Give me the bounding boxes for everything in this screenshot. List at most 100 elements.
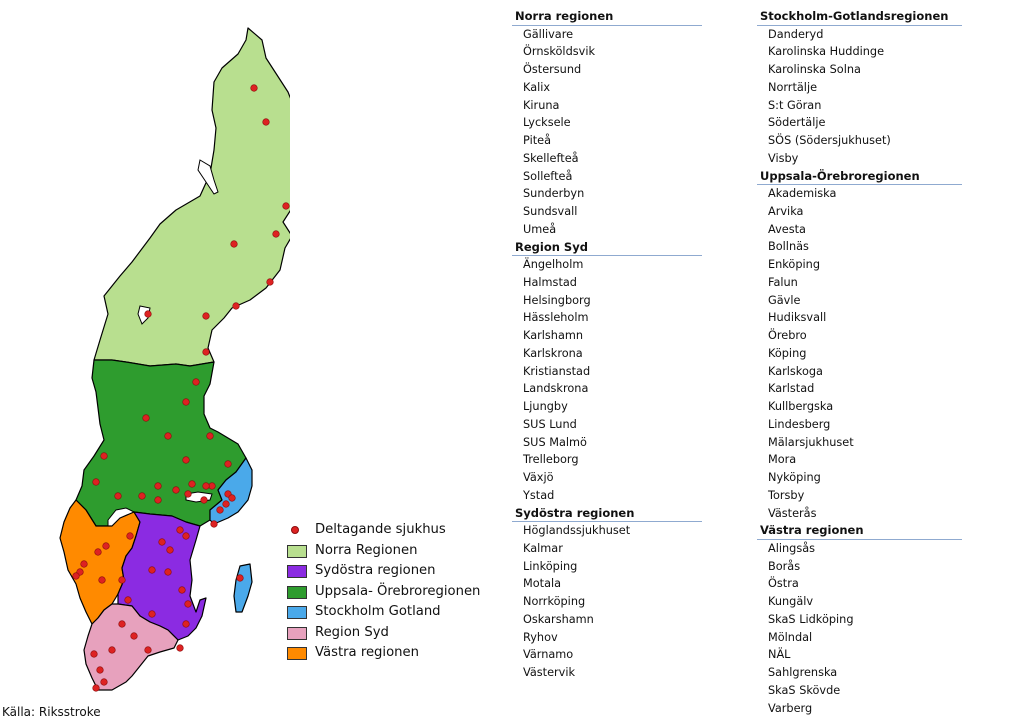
hospital-list-item: Ängelholm [523, 258, 584, 271]
hospital-dot [98, 576, 106, 584]
hospital-list-item: Umeå [523, 222, 557, 236]
hospital-list-item: Motala [523, 577, 562, 591]
legend-label: Deltagande sjukhus [315, 522, 446, 537]
hospital-list-item: Hässleholm [523, 311, 589, 325]
hospital-dot [200, 496, 208, 504]
hospital-dot-icon [291, 526, 299, 534]
hospital-dot [176, 644, 184, 652]
hospital-dot [228, 494, 236, 502]
hospital-list-item: Skellefteå [523, 151, 579, 165]
hospital-list-item: Kalix [523, 80, 551, 94]
hospital-list-item: Sollefteå [523, 169, 573, 183]
hospital-list-item: Södertälje [768, 116, 826, 130]
legend-swatch [287, 565, 307, 578]
region-header: Region Syd [512, 239, 702, 256]
hospital-dot [184, 600, 192, 608]
hospital-dot [166, 546, 174, 554]
hospital-list-item: Karolinska Huddinge [768, 45, 885, 59]
region-header: Norra regionen [512, 8, 702, 26]
hospital-list-item: SUS Lund [523, 417, 577, 431]
hospital-list-item: Alingsås [768, 541, 816, 555]
legend-label: Sydöstra regionen [315, 563, 436, 578]
hospital-list-item: Norrtälje [768, 80, 818, 94]
hospital-list-item: Arvika [768, 204, 804, 218]
hospital-dot [154, 482, 162, 490]
hospital-list-item: Enköping [768, 258, 820, 271]
hospital-list-item: Borås [768, 559, 801, 573]
region-header: Uppsala-Örebroregionen [757, 168, 962, 185]
hospital-list-item: Trelleborg [523, 453, 579, 467]
hospital-dot [148, 610, 156, 618]
hospital-dot [164, 568, 172, 576]
hospital-list-item: Gävle [768, 293, 801, 307]
hospital-list-item: Piteå [523, 134, 552, 147]
lake-norra [197, 159, 219, 195]
hospital-dot [148, 566, 156, 574]
hospital-dot [182, 532, 190, 540]
hospital-dot [208, 482, 216, 490]
hospital-list-item: Akademiska [768, 187, 837, 200]
hospital-dot [130, 632, 138, 640]
hospital-list-item: Kungälv [768, 595, 814, 608]
hospital-list-item: Bollnäs [768, 240, 809, 254]
hospital-list-item: Kiruna [523, 98, 560, 112]
hospital-list-item: SÖS (Södersjukhuset) [768, 134, 891, 147]
region-norra [93, 27, 290, 367]
hospital-list-item: SUS Malmö [523, 435, 587, 449]
hospital-list-item: Östra [768, 577, 799, 591]
hospital-list-item: Landskrona [523, 382, 589, 396]
hospital-list-item: Karlshamn [523, 329, 584, 342]
hospital-dot [272, 230, 280, 238]
hospital-dot [182, 398, 190, 406]
hospital-dot [266, 278, 274, 286]
hospital-list-item: Oskarshamn [523, 612, 594, 626]
region-sydostra [117, 511, 207, 641]
legend-swatch [287, 585, 307, 599]
hospital-list-item: Karlstad [768, 382, 815, 396]
hospital-list-item: Falun [768, 275, 798, 289]
hospital-list-item: S:t Göran [768, 98, 822, 112]
region-header: Västra regionen [757, 522, 962, 540]
hospital-dot [80, 560, 88, 568]
hospital-dot [100, 452, 108, 460]
hospital-dot [230, 240, 238, 248]
legend-label: Västra regionen [315, 645, 419, 660]
hospital-dot [202, 312, 210, 320]
hospital-dot [92, 684, 100, 692]
region-gotland [233, 563, 253, 613]
hospital-list-item: Kalmar [523, 541, 563, 555]
hospital-dot [138, 492, 146, 500]
hospital-list-item: Torsby [768, 488, 805, 502]
hospital-list-item: Sahlgrenska [768, 666, 838, 679]
hospital-list-item: Kullbergska [768, 400, 834, 413]
hospital-list-item: Varberg [768, 701, 813, 715]
hospital-list-item: Norrköping [523, 595, 586, 608]
hospital-dot [202, 482, 210, 490]
hospital-list-item: Mälarsjukhuset [768, 435, 854, 449]
hospital-dot [172, 486, 180, 494]
hospital-list-item: Mölndal [768, 630, 813, 644]
hospital-dot [182, 620, 190, 628]
hospital-list-item: Västervik [523, 666, 576, 679]
region-header: Sydöstra regionen [512, 505, 702, 522]
sweden-region-map [59, 27, 290, 692]
hospital-dot [262, 118, 270, 126]
hospital-list-item: Nyköping [768, 471, 821, 484]
hospital-list-item: Visby [768, 151, 799, 165]
hospital-dot [90, 650, 98, 658]
hospital-dot [236, 574, 244, 582]
hospital-list-item: Örnsköldsvik [523, 45, 595, 59]
legend-swatch [287, 626, 307, 640]
hospital-list-item: Värnamo [523, 648, 574, 662]
hospital-dot [178, 586, 186, 594]
hospital-list-item: Lindesberg [768, 417, 831, 431]
hospital-list-item: Karlskrona [523, 346, 583, 360]
hospital-dot [164, 432, 172, 440]
hospital-list-item: Mora [768, 453, 797, 467]
hospital-dot [92, 478, 100, 486]
hospital-list-item: SkaS Lidköping [768, 612, 854, 626]
hospital-dot [232, 302, 240, 310]
hospital-dot [94, 548, 102, 556]
hospital-dot [182, 456, 190, 464]
hospital-dot [222, 500, 230, 508]
